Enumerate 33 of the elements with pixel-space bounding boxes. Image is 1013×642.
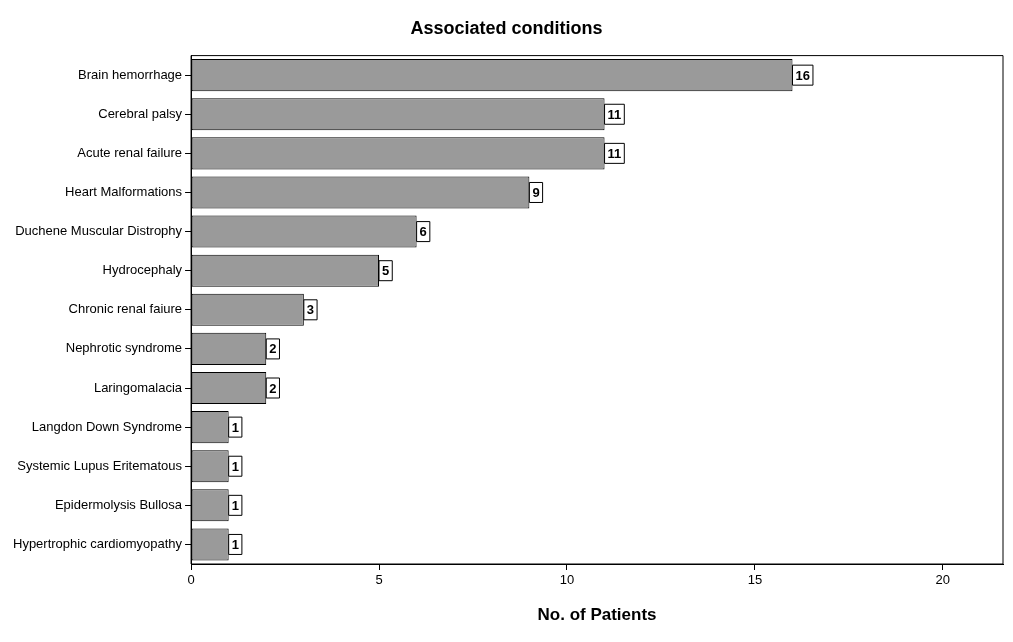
data-label: 1 [231, 458, 239, 474]
y-tick-label: Hydrocephaly [102, 262, 183, 278]
data-label: 9 [532, 185, 540, 201]
y-tick-label: Duchene Muscular Distrophy [15, 223, 183, 239]
x-tick-label: 20 [935, 572, 951, 588]
y-tick-label: Langdon Down Syndrome [31, 418, 183, 434]
data-label: 11 [607, 106, 622, 122]
y-tick-label: Epidermolysis Bullosa [54, 496, 183, 512]
x-tick-label: 0 [187, 572, 195, 588]
y-tick-label: Cerebral palsy [98, 105, 183, 121]
x-tick-label: 15 [747, 572, 763, 588]
data-label: 1 [231, 497, 239, 513]
y-tick-label: Chronic renal faiure [68, 301, 183, 317]
y-tick-label: Heart Malformations [65, 184, 183, 200]
data-label: 3 [306, 302, 315, 318]
data-label: 6 [419, 224, 427, 240]
data-label: 1 [231, 537, 239, 553]
data-label: 11 [607, 145, 622, 161]
data-label: 16 [795, 67, 810, 83]
y-tick-label: Laringomalacia [93, 379, 183, 395]
y-tick-label: Nephrotic syndrome [65, 340, 183, 356]
data-label: 5 [382, 263, 390, 279]
data-label: 1 [231, 419, 239, 435]
x-tick-label: 5 [375, 572, 383, 588]
y-tick-label: Systemic Lupus Eritematous [17, 457, 183, 473]
y-tick-label: Hypertrophic cardiomyopathy [13, 536, 183, 552]
y-tick-label: Brain hemorrhage [78, 66, 183, 82]
x-axis-title: No. of Patients [537, 605, 657, 625]
data-label: 2 [269, 341, 277, 357]
x-tick-label: 10 [559, 572, 575, 588]
chart-title: Associated conditions [410, 17, 603, 38]
data-label: 2 [269, 380, 277, 396]
y-tick-label: Acute renal failure [77, 144, 183, 160]
